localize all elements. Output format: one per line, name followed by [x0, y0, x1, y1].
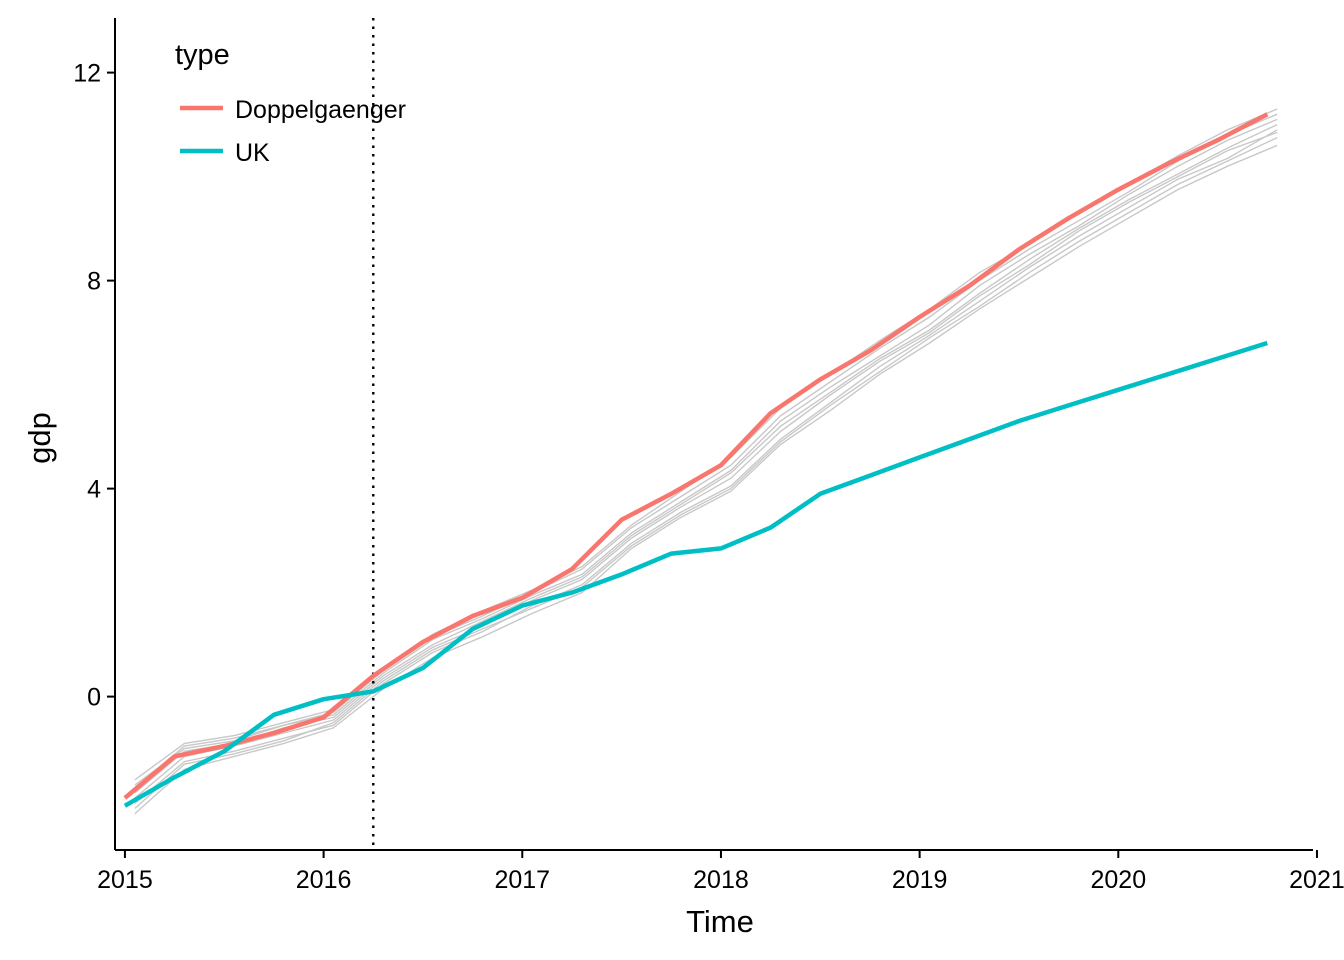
legend-title: type [175, 39, 230, 71]
series-lines [123, 112, 1269, 808]
background-lines [134, 108, 1278, 815]
background-line-0 [134, 118, 1278, 789]
background-line-5 [134, 131, 1278, 799]
series-line-doppelgaenger [123, 112, 1269, 800]
background-line-1 [134, 129, 1278, 804]
y-axis-ticks: 0 4 8 12 [73, 60, 115, 712]
background-line-3 [134, 144, 1278, 815]
series-line-uk [123, 340, 1268, 808]
x-tick-label: 2021 [1289, 866, 1344, 894]
y-tick-label: 4 [87, 476, 101, 504]
y-tick-label: 0 [87, 684, 101, 712]
y-axis-title: gdp [22, 412, 57, 464]
x-tick-label: 2019 [892, 866, 948, 894]
x-axis-title: Time [686, 904, 754, 939]
x-tick-label: 2020 [1090, 866, 1146, 894]
background-line-4 [134, 123, 1278, 794]
legend-label-uk: UK [235, 139, 270, 167]
y-tick-label: 12 [73, 60, 101, 88]
background-line-7 [134, 136, 1278, 809]
x-tick-label: 2016 [296, 866, 352, 894]
legend: type Doppelgaenger UK [175, 39, 406, 167]
legend-label-doppelgaenger: Doppelgaenger [235, 96, 406, 124]
y-tick-label: 8 [87, 268, 101, 296]
x-tick-label: 2017 [494, 866, 550, 894]
x-tick-label: 2018 [693, 866, 749, 894]
axes: 2015 2016 2017 2018 2019 2020 2021 0 4 8 12 [73, 18, 1344, 894]
x-axis-ticks: 2015 2016 2017 2018 2019 2020 2021 [97, 850, 1344, 894]
x-tick-label: 2015 [97, 866, 153, 894]
plot-area [123, 18, 1278, 850]
